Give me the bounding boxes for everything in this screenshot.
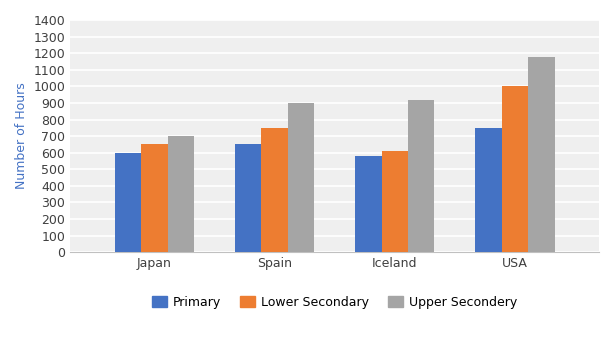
Bar (408, 100, 434, 252)
Bar (475, 128, 502, 252)
Bar (528, 57, 554, 252)
Bar (288, 103, 314, 252)
Bar (235, 144, 262, 252)
Bar (141, 144, 168, 252)
Bar (262, 128, 288, 252)
Bar (355, 156, 381, 252)
Bar (502, 86, 528, 252)
Bar (168, 136, 194, 252)
Legend: Primary, Lower Secondary, Upper Secondery: Primary, Lower Secondary, Upper Seconder… (147, 291, 523, 314)
Y-axis label: Number of Hours: Number of Hours (15, 83, 28, 189)
Bar (381, 151, 408, 252)
Bar (115, 153, 141, 252)
